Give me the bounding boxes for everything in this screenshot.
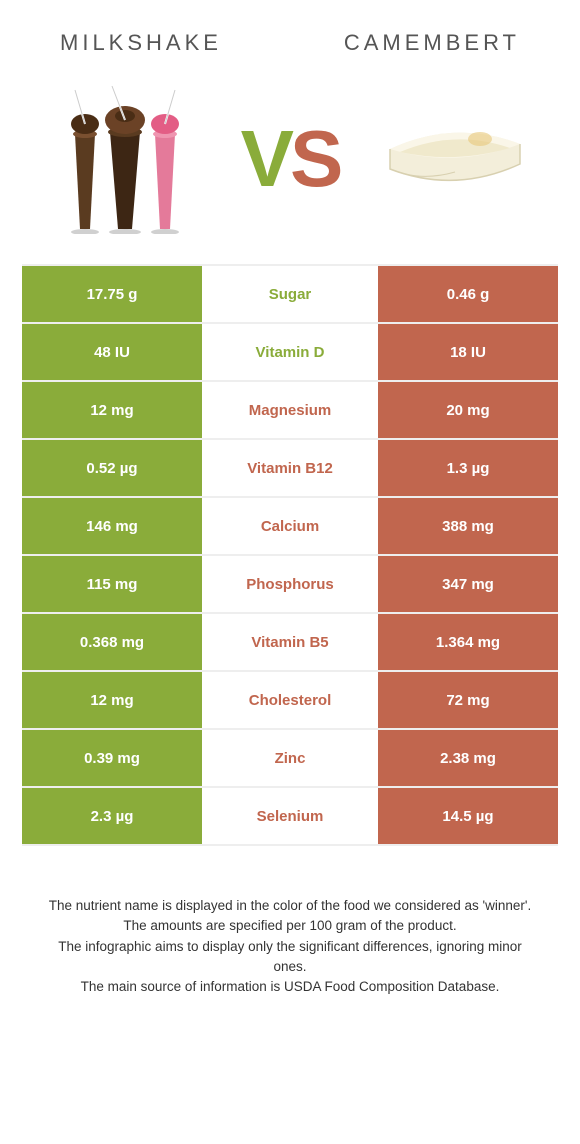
- footer-line-1: The nutrient name is displayed in the co…: [40, 896, 540, 916]
- vs-v: V: [241, 114, 290, 203]
- nutrient-name: Selenium: [202, 788, 378, 844]
- milkshake-icon: [50, 84, 200, 234]
- table-row: 0.39 mgZinc2.38 mg: [22, 730, 558, 788]
- right-value: 20 mg: [378, 382, 558, 438]
- left-value: 0.52 µg: [22, 440, 202, 496]
- left-value: 12 mg: [22, 672, 202, 728]
- left-value: 146 mg: [22, 498, 202, 554]
- table-row: 115 mgPhosphorus347 mg: [22, 556, 558, 614]
- left-value: 0.39 mg: [22, 730, 202, 786]
- nutrient-name: Vitamin D: [202, 324, 378, 380]
- left-value: 0.368 mg: [22, 614, 202, 670]
- left-value: 12 mg: [22, 382, 202, 438]
- left-title: MILKSHAKE: [60, 30, 222, 56]
- left-value: 115 mg: [22, 556, 202, 612]
- table-row: 12 mgCholesterol72 mg: [22, 672, 558, 730]
- table-row: 2.3 µgSelenium14.5 µg: [22, 788, 558, 846]
- left-value: 2.3 µg: [22, 788, 202, 844]
- right-value: 1.364 mg: [378, 614, 558, 670]
- right-title: CAMEMBERT: [344, 30, 520, 56]
- right-value: 2.38 mg: [378, 730, 558, 786]
- table-row: 48 IUVitamin D18 IU: [22, 324, 558, 382]
- header-titles: MILKSHAKE CAMEMBERT: [0, 0, 580, 66]
- footer-line-3: The infographic aims to display only the…: [40, 937, 540, 978]
- nutrient-name: Cholesterol: [202, 672, 378, 728]
- right-value: 1.3 µg: [378, 440, 558, 496]
- footer-line-4: The main source of information is USDA F…: [40, 977, 540, 997]
- vs-s: S: [290, 114, 339, 203]
- nutrient-name: Magnesium: [202, 382, 378, 438]
- milkshake-image: [50, 84, 200, 234]
- right-value: 347 mg: [378, 556, 558, 612]
- table-row: 146 mgCalcium388 mg: [22, 498, 558, 556]
- right-value: 0.46 g: [378, 266, 558, 322]
- table-row: 0.368 mgVitamin B51.364 mg: [22, 614, 558, 672]
- footer-line-2: The amounts are specified per 100 gram o…: [40, 916, 540, 936]
- right-value: 14.5 µg: [378, 788, 558, 844]
- table-row: 0.52 µgVitamin B121.3 µg: [22, 440, 558, 498]
- nutrient-name: Calcium: [202, 498, 378, 554]
- left-value: 48 IU: [22, 324, 202, 380]
- nutrient-name: Sugar: [202, 266, 378, 322]
- vs-label: VS: [241, 113, 340, 205]
- camembert-image: [380, 84, 530, 234]
- hero-row: VS: [0, 66, 580, 264]
- table-row: 17.75 gSugar0.46 g: [22, 266, 558, 324]
- camembert-icon: [380, 104, 530, 214]
- left-value: 17.75 g: [22, 266, 202, 322]
- right-value: 18 IU: [378, 324, 558, 380]
- right-value: 72 mg: [378, 672, 558, 728]
- nutrient-name: Zinc: [202, 730, 378, 786]
- nutrient-name: Vitamin B5: [202, 614, 378, 670]
- nutrient-table: 17.75 gSugar0.46 g48 IUVitamin D18 IU12 …: [22, 264, 558, 846]
- table-row: 12 mgMagnesium20 mg: [22, 382, 558, 440]
- footer-notes: The nutrient name is displayed in the co…: [0, 846, 580, 997]
- nutrient-name: Phosphorus: [202, 556, 378, 612]
- nutrient-name: Vitamin B12: [202, 440, 378, 496]
- right-value: 388 mg: [378, 498, 558, 554]
